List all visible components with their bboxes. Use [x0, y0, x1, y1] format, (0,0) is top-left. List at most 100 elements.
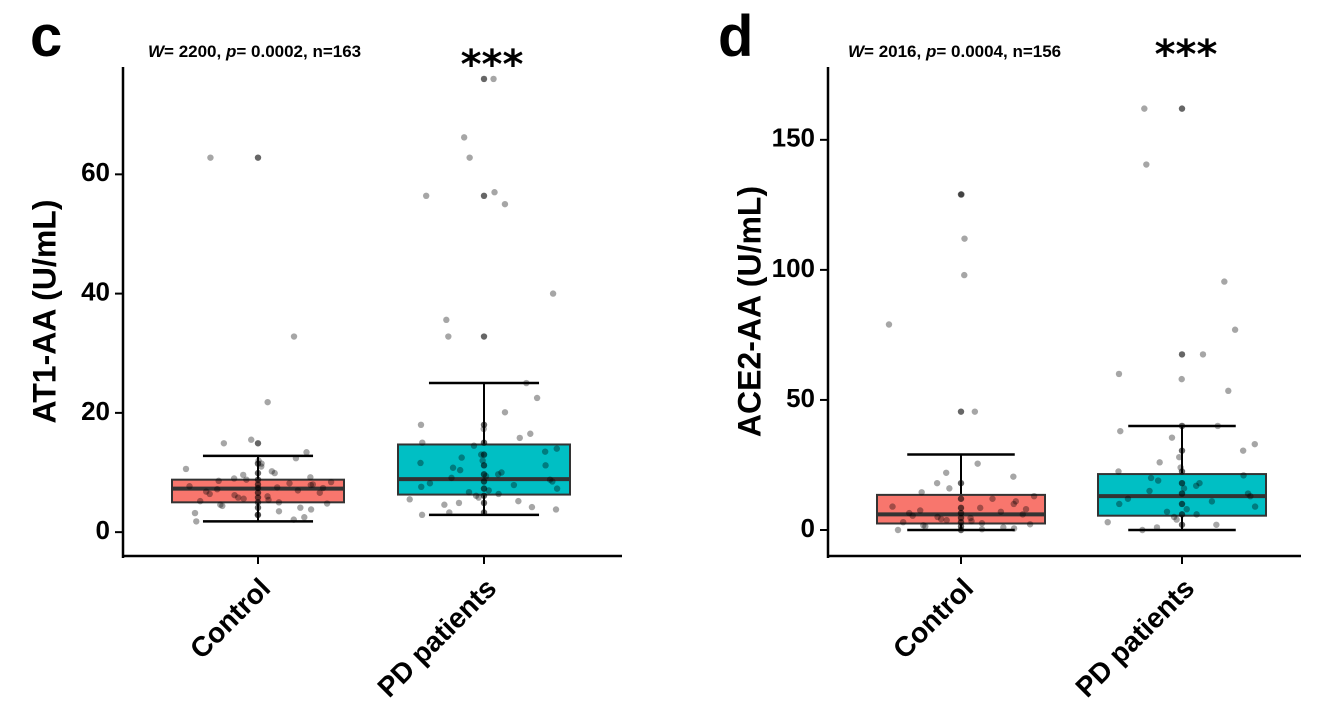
data-point — [494, 471, 502, 478]
data-point — [419, 439, 426, 446]
data-point — [937, 515, 945, 523]
data-point — [978, 520, 986, 527]
data-point — [475, 494, 482, 501]
data-point — [943, 516, 950, 524]
data-point — [1251, 440, 1258, 448]
y-tick-label: 100 — [772, 253, 815, 283]
data-point — [480, 425, 487, 433]
data-point — [899, 518, 907, 526]
y-tick-label: 40 — [81, 276, 110, 306]
data-point — [480, 333, 488, 340]
data-point — [1208, 498, 1216, 505]
data-point — [231, 491, 238, 499]
data-point — [417, 421, 425, 429]
data-point — [957, 479, 965, 487]
stat-annotation: W= 2016, p= 0.0004, n=156 — [848, 42, 1061, 61]
data-point — [206, 490, 213, 498]
x-tick-label: PD patients — [1069, 572, 1200, 703]
stat-p-symbol: p — [225, 42, 236, 61]
data-point — [214, 486, 221, 493]
data-point — [316, 489, 323, 496]
data-point — [942, 469, 950, 476]
data-point — [1239, 447, 1247, 454]
data-point — [443, 316, 450, 324]
data-point — [485, 487, 492, 494]
data-point — [1178, 490, 1186, 497]
data-point — [309, 481, 317, 488]
data-point — [1214, 422, 1221, 430]
significance-stars: *** — [461, 42, 524, 88]
data-point — [501, 200, 509, 208]
data-point — [480, 451, 488, 458]
data-point — [327, 478, 335, 486]
data-point — [1116, 500, 1123, 508]
data-point — [1196, 479, 1203, 487]
y-tick-label: 20 — [81, 396, 110, 426]
data-point — [1141, 105, 1148, 112]
data-point — [254, 499, 262, 506]
data-point — [274, 484, 281, 491]
data-point — [254, 154, 262, 161]
data-point — [1178, 521, 1186, 528]
data-point — [495, 490, 502, 498]
data-point — [480, 499, 488, 507]
data-point — [465, 488, 473, 496]
data-point — [1183, 505, 1190, 513]
data-point — [957, 191, 965, 198]
x-tick-label: PD patients — [371, 572, 502, 703]
data-point — [446, 509, 453, 516]
stat-W-value: = 2200, — [164, 42, 226, 61]
data-point — [974, 460, 981, 467]
data-point — [297, 504, 304, 511]
data-point — [1139, 526, 1146, 534]
data-point — [254, 469, 262, 477]
data-point — [946, 485, 953, 492]
data-point — [553, 485, 561, 492]
data-point — [1010, 473, 1017, 480]
data-point — [193, 518, 200, 525]
panel-label: c — [30, 4, 62, 69]
data-point — [906, 509, 913, 517]
data-point — [1244, 490, 1252, 497]
data-point — [546, 476, 554, 483]
y-tick-label: 50 — [786, 383, 815, 413]
significance-stars: *** — [1155, 32, 1218, 78]
data-point — [275, 508, 283, 515]
data-point — [239, 471, 247, 479]
data-point — [240, 495, 247, 502]
data-point — [533, 394, 541, 402]
data-point — [480, 485, 488, 492]
data-point — [456, 466, 464, 474]
data-point — [528, 503, 536, 511]
data-point — [422, 192, 430, 200]
data-point — [406, 496, 413, 503]
panel-label: d — [718, 4, 753, 69]
data-point — [215, 477, 222, 485]
data-point — [248, 436, 255, 443]
data-point — [1213, 521, 1220, 528]
data-point — [275, 499, 283, 506]
data-point — [254, 489, 262, 496]
data-point — [957, 509, 965, 517]
stat-p-value: = 0.0004, n=156 — [936, 42, 1061, 61]
panel-c: c W= 2200, p= 0.0002, n=163 *** AT1-AA (U/m… — [26, 4, 622, 703]
data-point — [448, 474, 455, 482]
data-point — [254, 476, 262, 483]
data-point — [1153, 524, 1161, 531]
data-point — [264, 398, 271, 406]
data-point — [480, 439, 488, 446]
data-point — [480, 509, 488, 516]
data-point — [1178, 511, 1186, 518]
data-point — [1115, 468, 1122, 475]
data-point — [1178, 447, 1186, 454]
data-point — [418, 511, 426, 519]
data-point — [1193, 511, 1200, 518]
data-point — [186, 483, 193, 490]
data-point — [1000, 524, 1007, 531]
data-point — [1030, 492, 1038, 500]
data-point — [264, 493, 271, 500]
y-axis-label: ACE2-AA (U/mL) — [731, 186, 767, 437]
data-point — [480, 75, 488, 83]
data-point — [491, 189, 498, 196]
data-point — [917, 507, 924, 514]
